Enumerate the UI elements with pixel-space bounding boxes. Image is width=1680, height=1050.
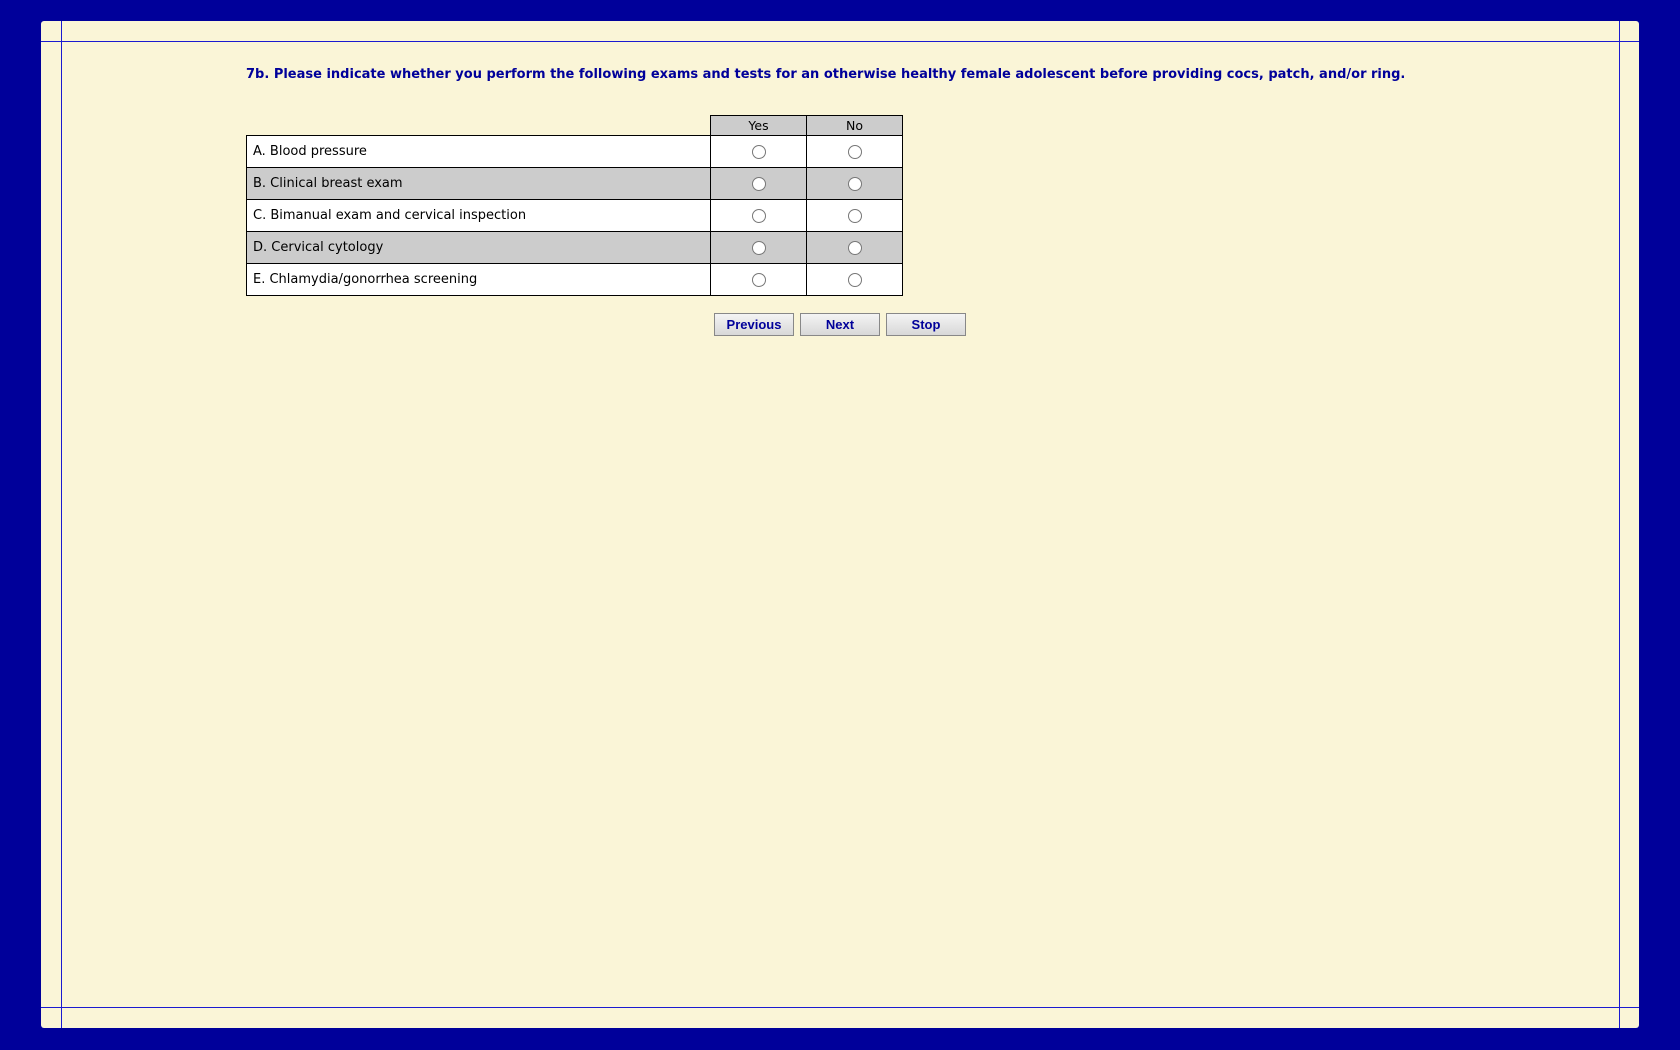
radio-yes[interactable]	[751, 144, 766, 159]
navigation-buttons: Previous Next Stop	[714, 313, 966, 336]
radio-yes[interactable]	[751, 240, 766, 255]
radio-yes[interactable]	[751, 176, 766, 191]
survey-panel: 7b. Please indicate whether you perform …	[41, 21, 1639, 1028]
radio-yes[interactable]	[751, 208, 766, 223]
radio-no[interactable]	[847, 144, 862, 159]
frame-line-bottom	[41, 1007, 1639, 1008]
frame-line-top	[41, 41, 1639, 42]
header-blank	[247, 116, 711, 136]
question-grid: Yes No A. Blood pressure B. Clinical bre…	[246, 115, 903, 296]
stop-button[interactable]: Stop	[886, 313, 966, 336]
table-row: D. Cervical cytology	[246, 231, 903, 264]
table-row: E. Chlamydia/gonorrhea screening	[246, 263, 903, 296]
radio-no[interactable]	[847, 240, 862, 255]
table-row: A. Blood pressure	[246, 135, 903, 168]
table-row: C. Bimanual exam and cervical inspection	[246, 199, 903, 232]
radio-yes[interactable]	[751, 272, 766, 287]
header-row: Yes No	[247, 115, 903, 136]
row-label: D. Cervical cytology	[246, 231, 711, 264]
previous-button[interactable]: Previous	[714, 313, 794, 336]
row-label: B. Clinical breast exam	[246, 167, 711, 200]
row-label: C. Bimanual exam and cervical inspection	[246, 199, 711, 232]
row-label: A. Blood pressure	[246, 135, 711, 168]
column-header-yes: Yes	[710, 115, 807, 136]
next-button[interactable]: Next	[800, 313, 880, 336]
radio-no[interactable]	[847, 272, 862, 287]
radio-no[interactable]	[847, 176, 862, 191]
table-row: B. Clinical breast exam	[246, 167, 903, 200]
column-header-no: No	[806, 115, 903, 136]
frame-line-right	[1619, 21, 1620, 1028]
radio-no[interactable]	[847, 208, 862, 223]
row-label: E. Chlamydia/gonorrhea screening	[246, 263, 711, 296]
question-title: 7b. Please indicate whether you perform …	[246, 67, 1406, 82]
frame-line-left	[61, 21, 62, 1028]
